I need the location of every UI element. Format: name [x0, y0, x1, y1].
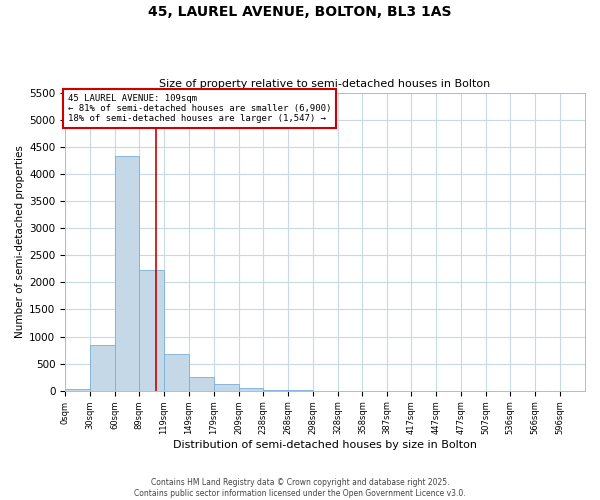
Text: Contains HM Land Registry data © Crown copyright and database right 2025.
Contai: Contains HM Land Registry data © Crown c… [134, 478, 466, 498]
Y-axis label: Number of semi-detached properties: Number of semi-detached properties [15, 145, 25, 338]
X-axis label: Distribution of semi-detached houses by size in Bolton: Distribution of semi-detached houses by … [173, 440, 477, 450]
Text: 45, LAUREL AVENUE, BOLTON, BL3 1AS: 45, LAUREL AVENUE, BOLTON, BL3 1AS [148, 5, 452, 19]
Bar [239, 388, 263, 390]
Text: 45 LAUREL AVENUE: 109sqm
← 81% of semi-detached houses are smaller (6,900)
18% o: 45 LAUREL AVENUE: 109sqm ← 81% of semi-d… [68, 94, 331, 124]
Bar [90, 345, 115, 391]
Bar [65, 389, 90, 390]
Bar [139, 270, 164, 390]
Bar [115, 156, 139, 390]
Bar [214, 384, 239, 390]
Title: Size of property relative to semi-detached houses in Bolton: Size of property relative to semi-detach… [160, 79, 491, 89]
Bar [164, 354, 189, 390]
Bar [189, 376, 214, 390]
